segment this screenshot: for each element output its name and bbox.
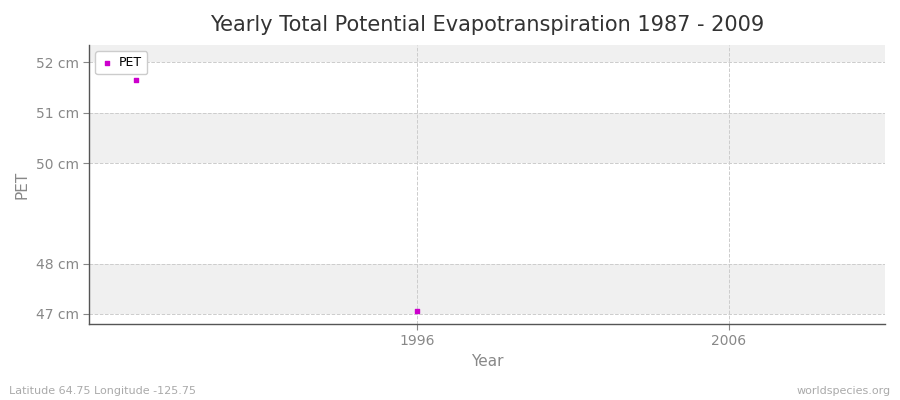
PET	[129, 77, 143, 83]
Bar	[89, 163, 885, 264]
Y-axis label: PET: PET	[15, 170, 30, 198]
Text: Latitude 64.75 Longitude -125.75: Latitude 64.75 Longitude -125.75	[9, 386, 196, 396]
PET	[410, 308, 424, 315]
Bar	[89, 264, 885, 314]
Title: Yearly Total Potential Evapotranspiration 1987 - 2009: Yearly Total Potential Evapotranspiratio…	[210, 15, 764, 35]
Bar	[89, 45, 885, 62]
Text: worldspecies.org: worldspecies.org	[796, 386, 891, 396]
X-axis label: Year: Year	[471, 354, 503, 369]
Bar	[89, 314, 885, 324]
Legend: PET: PET	[95, 51, 148, 74]
Bar	[89, 62, 885, 113]
Bar	[89, 113, 885, 163]
